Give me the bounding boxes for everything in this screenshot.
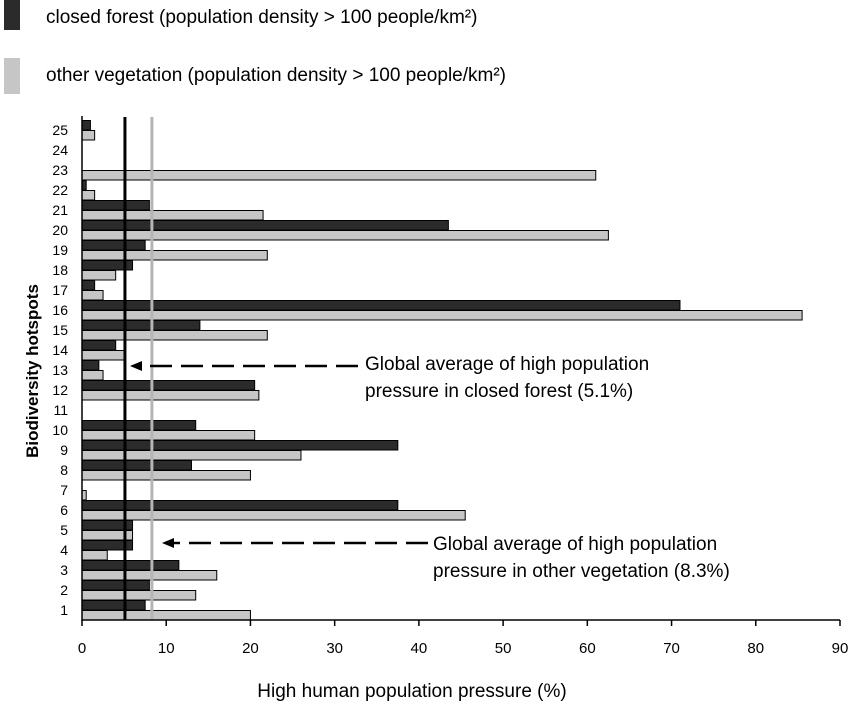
legend-swatch-closed-forest (4, 0, 20, 30)
bar-closed-forest-19 (81, 240, 146, 251)
y-tick-label-6: 6 (60, 502, 68, 518)
bar-other-vegetation-22 (81, 190, 96, 201)
bar-other-vegetation-2 (81, 590, 197, 601)
y-tick-label-11: 11 (53, 402, 68, 418)
bar-other-vegetation-1 (81, 610, 251, 621)
y-tick-label-14: 14 (52, 342, 68, 358)
bar-closed-forest-15 (81, 320, 201, 331)
annotation-closed-forest: Global average of high population pressu… (130, 354, 649, 402)
bar-other-vegetation-19 (81, 250, 268, 261)
x-tick-label-0: 0 (78, 640, 86, 657)
bar-other-vegetation-10 (81, 430, 256, 441)
axes: 1234567891011121314151617181920212223242… (52, 116, 848, 657)
bar-closed-forest-3 (81, 560, 180, 571)
bar-closed-forest-10 (81, 420, 197, 431)
annotation-closed-forest-line1: Global average of high population (365, 354, 649, 375)
bar-other-vegetation-21 (81, 210, 264, 221)
annotation-other-vegetation-line2: pressure in other vegetation (8.3%) (433, 561, 730, 582)
bar-closed-forest-13 (81, 360, 100, 371)
y-tick-label-24: 24 (52, 142, 68, 158)
y-tick-label-25: 25 (52, 122, 68, 138)
y-tick-label-7: 7 (60, 482, 68, 498)
x-tick-label-70: 70 (663, 640, 680, 657)
bar-other-vegetation-8 (81, 470, 251, 481)
x-tick-label-80: 80 (747, 640, 764, 657)
bar-other-vegetation-14 (81, 350, 125, 361)
x-tick-label-10: 10 (158, 640, 175, 657)
reference-lines (123, 117, 154, 620)
legend-label-other-vegetation: other vegetation (population density > 1… (46, 65, 506, 86)
bar-other-vegetation-17 (81, 290, 104, 301)
y-tick-label-15: 15 (52, 322, 68, 338)
annotation-other-vegetation: Global average of high population pressu… (162, 534, 730, 582)
y-tick-label-22: 22 (52, 182, 68, 198)
bar-other-vegetation-16 (81, 310, 803, 321)
y-tick-label-16: 16 (52, 302, 68, 318)
bar-closed-forest-8 (81, 460, 192, 471)
annotation-other-vegetation-line1: Global average of high population (433, 534, 717, 555)
annotation-arrow-closed-forest-head (130, 361, 142, 371)
y-axis-title: Biodiversity hotspots (23, 284, 42, 458)
bar-closed-forest-6 (81, 500, 399, 511)
legend-swatch-other-vegetation (4, 58, 20, 94)
bar-other-vegetation-6 (81, 510, 466, 521)
bar-closed-forest-2 (81, 580, 150, 591)
bar-closed-forest-20 (81, 220, 449, 231)
bar-other-vegetation-3 (81, 570, 218, 581)
y-tick-label-8: 8 (60, 462, 68, 478)
bar-closed-forest-25 (81, 120, 91, 131)
y-tick-label-23: 23 (52, 162, 68, 178)
bar-closed-forest-14 (81, 340, 117, 351)
y-tick-label-12: 12 (52, 382, 68, 398)
y-tick-label-10: 10 (52, 422, 68, 438)
bar-closed-forest-17 (81, 280, 96, 291)
bar-closed-forest-9 (81, 440, 399, 451)
bar-closed-forest-12 (81, 380, 256, 391)
bar-other-vegetation-25 (81, 130, 96, 141)
x-tick-label-30: 30 (326, 640, 343, 657)
y-tick-label-17: 17 (52, 282, 68, 298)
x-tick-label-90: 90 (832, 640, 849, 657)
bar-other-vegetation-15 (81, 330, 268, 341)
bar-other-vegetation-4 (81, 550, 108, 561)
x-tick-label-40: 40 (411, 640, 428, 657)
y-tick-label-2: 2 (60, 582, 68, 598)
x-tick-label-60: 60 (579, 640, 596, 657)
y-tick-label-19: 19 (52, 242, 68, 258)
y-tick-label-18: 18 (52, 262, 68, 278)
legend: closed forest (population density > 100 … (4, 0, 506, 94)
y-tick-label-21: 21 (52, 202, 68, 218)
x-tick-label-50: 50 (495, 640, 512, 657)
bar-other-vegetation-23 (81, 170, 597, 181)
y-tick-label-20: 20 (52, 222, 68, 238)
bar-closed-forest-21 (81, 200, 150, 211)
legend-label-closed-forest: closed forest (population density > 100 … (46, 7, 477, 28)
annotation-closed-forest-line2: pressure in closed forest (5.1%) (365, 381, 633, 402)
bar-other-vegetation-18 (81, 270, 117, 281)
x-tick-label-20: 20 (242, 640, 259, 657)
y-tick-label-5: 5 (60, 522, 68, 538)
bars-group (81, 120, 803, 621)
bar-other-vegetation-12 (81, 390, 260, 401)
annotation-arrow-other-vegetation-head (162, 538, 174, 548)
bar-other-vegetation-9 (81, 450, 302, 461)
x-axis-title: High human population pressure (%) (257, 681, 566, 702)
y-tick-label-4: 4 (60, 542, 68, 558)
y-tick-label-13: 13 (52, 362, 68, 378)
bar-closed-forest-16 (81, 300, 681, 311)
y-tick-label-1: 1 (60, 602, 68, 618)
bar-other-vegetation-13 (81, 370, 104, 381)
bar-closed-forest-1 (81, 600, 146, 611)
y-tick-label-9: 9 (60, 442, 68, 458)
y-tick-label-3: 3 (60, 562, 68, 578)
bar-other-vegetation-20 (81, 230, 609, 241)
